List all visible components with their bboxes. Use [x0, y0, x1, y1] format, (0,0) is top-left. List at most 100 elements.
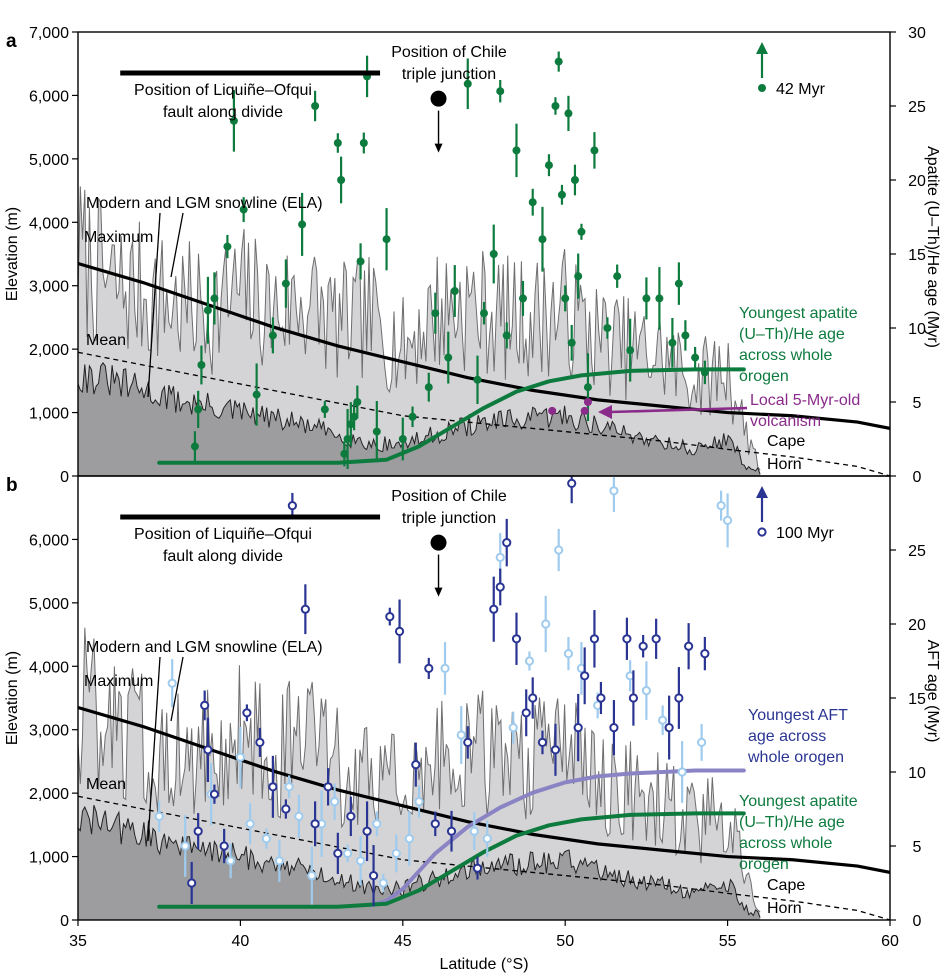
aft-age-light-point: [180, 841, 190, 851]
apatite-age-point: [538, 235, 547, 244]
youngest-apatite-label-line: across whole: [739, 835, 832, 852]
aft-age-dark-point: [385, 612, 395, 622]
aft-age-dark-point: [528, 693, 538, 703]
maximum-label: Maximum: [84, 229, 153, 246]
snowline-arrow: [147, 212, 161, 398]
volcanism-arrow-head: [598, 405, 612, 419]
apatite-age-point: [398, 435, 407, 443]
aft-age-light-point: [342, 848, 353, 859]
aft-age-dark-point: [255, 737, 265, 748]
lofz-label-line: fault along divide: [163, 548, 283, 565]
apatite-age-point: [197, 361, 206, 369]
youngest-apatite-label-line: (U–Th)/He age: [739, 326, 845, 343]
maximum-elevation-line: [77, 627, 761, 913]
aft-age-light-point: [554, 545, 564, 555]
maximum-elevation-area: [78, 627, 761, 920]
x-tick-label: 35: [69, 933, 87, 950]
aft-age-light-point: [482, 834, 492, 844]
left-tick-label: 6,000: [29, 532, 69, 549]
apatite-age-point: [281, 279, 290, 288]
apatite-age-point: [564, 109, 573, 118]
apatite-age-point: [298, 220, 307, 229]
aft-age-dark-point: [333, 848, 343, 859]
apatite-age-point: [668, 338, 677, 347]
snowline-maximum: [77, 261, 891, 430]
left-tick-label: 2,000: [29, 342, 69, 359]
aft-age-light-point: [261, 834, 271, 844]
apatite-age-point: [356, 257, 365, 266]
apatite-age-point: [333, 139, 342, 147]
aft-age-light-point: [226, 856, 236, 866]
x-tick-label: 45: [394, 933, 412, 950]
aft-age-light-point: [167, 678, 177, 688]
apatite-age-point: [473, 375, 482, 384]
lofz-label: Position of Liquiñe–Ofqui fault along div…: [134, 82, 312, 121]
apatite-age-point: [359, 139, 368, 147]
apatite-age-point: [194, 405, 203, 414]
left-tick-label: 1,000: [29, 406, 69, 423]
volcanism-label-line: volcanism: [750, 413, 821, 430]
left-axis-label: Elevation (m): [4, 207, 21, 301]
aft-age-dark-point: [268, 782, 278, 792]
aft-age-dark-point: [674, 693, 684, 703]
right-tick-label: 15: [908, 691, 926, 708]
aft-age-dark-point: [310, 819, 320, 829]
apatite-age-point: [311, 102, 320, 110]
right-tick-label: 10: [908, 321, 926, 338]
apatite-age-point: [512, 146, 521, 155]
left-tick-label: 5,000: [29, 152, 69, 169]
volcanism-arrow: [609, 406, 748, 414]
arrow-down-icon-head: [434, 143, 443, 153]
aft-age-light-point: [716, 501, 726, 511]
apatite-age-point: [626, 346, 635, 355]
apatite-age-point: [343, 435, 352, 443]
mean-label: Mean: [86, 332, 126, 349]
apatite-age-point: [577, 227, 586, 236]
right-tick-label: 5: [913, 395, 922, 412]
panel-a: 0 1,000 2,000 3,000 4,000 5,000 6,000 7,000 Elev…: [4, 25, 941, 486]
right-tick-label: 20: [908, 173, 926, 190]
ctj-marker: [430, 534, 447, 551]
aft-age-light-point: [524, 656, 535, 666]
left-tick-label: 0: [60, 913, 69, 930]
mean-elevation-line: [77, 805, 761, 918]
aft-age-dark-point: [411, 760, 421, 770]
apatite-age-point: [518, 294, 527, 303]
apatite-age-point: [583, 383, 592, 392]
aft-age-dark-point: [219, 841, 229, 851]
x-axis-label: Latitude (°S): [439, 956, 528, 973]
left-tick-label: 5,000: [29, 596, 69, 613]
apatite-age-point: [340, 449, 349, 458]
youngest-apatite-label-line: Youngest apatite: [739, 793, 858, 810]
youngest-aft-label-line: age across: [748, 728, 826, 745]
mean-elevation-area: [78, 362, 761, 476]
apatite-age-point: [450, 287, 459, 295]
aft-age-dark-point: [203, 745, 213, 755]
aft-age-light-point: [372, 819, 382, 829]
aft-age-light-point: [391, 848, 401, 859]
aft-age-dark-point: [287, 501, 297, 511]
aft-age-light-point: [508, 723, 518, 733]
apatite-age-point: [496, 87, 505, 96]
apatite-age-point: [337, 176, 346, 184]
aft-age-dark-point: [430, 819, 440, 829]
lofz-label-line: fault along divide: [163, 104, 283, 121]
volcanism-point: [548, 406, 557, 415]
aft-age-dark-point: [472, 863, 483, 873]
apatite-age-point: [489, 250, 498, 258]
youngest-aft-label-line: Youngest AFT: [748, 707, 848, 724]
aft-age-dark-point: [362, 826, 372, 836]
lofz-label-line: Position of Liquiñe–Ofqui: [134, 526, 312, 543]
aft-age-light-point: [154, 811, 164, 822]
ctj-label: Position of Chile triple junction: [391, 44, 507, 83]
aft-age-light-point: [723, 515, 733, 526]
aft-age-dark-point: [580, 671, 590, 681]
right-tick-label: 0: [913, 469, 922, 486]
apatite-age-point: [674, 279, 683, 288]
aft-age-light-point: [355, 856, 366, 866]
apatite-age-point: [528, 198, 537, 207]
left-axis-label: Elevation (m): [4, 651, 21, 745]
left-tick-label: 0: [60, 469, 69, 486]
aft-age-dark-point: [193, 826, 203, 836]
